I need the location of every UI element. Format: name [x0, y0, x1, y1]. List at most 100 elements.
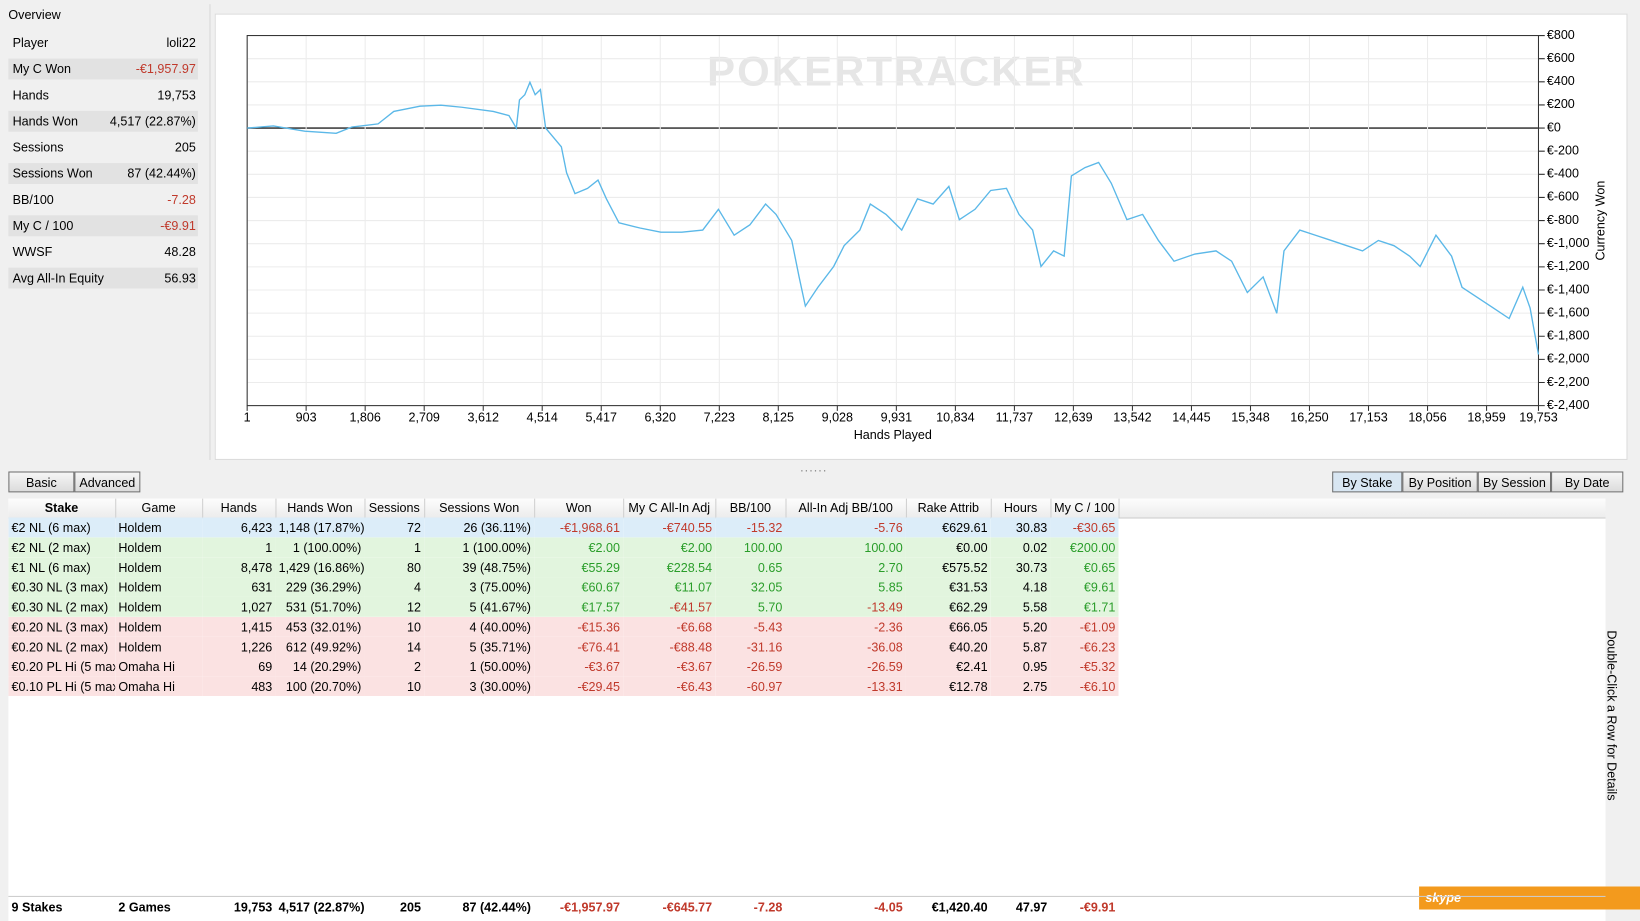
column-header[interactable]: Rake Attrib	[905, 498, 992, 518]
cell: €0.20 NL (2 max)	[11, 639, 109, 654]
column-header[interactable]: Hours	[990, 498, 1051, 518]
cell: 10	[407, 619, 422, 635]
cell: -€6.43	[676, 678, 713, 694]
total-cell: -€1,957.97	[559, 899, 621, 915]
cell: 30.73	[1015, 559, 1048, 575]
stat-label: WWSF	[12, 244, 53, 260]
cell: 1,429 (16.86%)	[278, 559, 365, 575]
y-tick-label: €-1,800	[1547, 329, 1590, 343]
view-button[interactable]: Basic	[8, 471, 75, 493]
stake-row[interactable]: €0.30 NL (3 max) Holdem 631 229 (36.29%) 4 3 …	[8, 577, 1119, 597]
stake-row[interactable]: €0.20 NL (2 max) Holdem 1,226 612 (49.92%) 1…	[8, 636, 1119, 657]
cell: €0.00	[956, 539, 988, 555]
stake-row[interactable]: €2 NL (6 max) Holdem 6,423 1,148 (17.87%) 72…	[8, 517, 1119, 538]
x-tick-label: 6,320	[645, 410, 676, 424]
column-header[interactable]: Hands Won	[275, 498, 365, 518]
column-header[interactable]: Sessions Won	[424, 498, 535, 518]
stake-row[interactable]: €1 NL (6 max) Holdem 8,478 1,429 (16.86%) 80…	[8, 557, 1119, 578]
cell: 0.02	[1022, 539, 1048, 555]
group-tab[interactable]: By Position	[1402, 471, 1478, 493]
group-tab[interactable]: By Stake	[1332, 471, 1403, 493]
header-row: Stake Game Hands Hands Won Sessions Sessions …	[8, 498, 1120, 518]
stat-label: Hands Won	[12, 113, 79, 129]
stat-label: My C / 100	[12, 218, 74, 234]
stat-row: My C / 100 -€9.91	[8, 215, 198, 237]
cell: 1,415	[240, 619, 273, 635]
column-header[interactable]: My C All-In Adj	[623, 498, 716, 518]
cell: Holdem	[118, 559, 162, 575]
overview-title: Overview	[8, 7, 61, 22]
cell: 1 (50.00%)	[469, 659, 531, 674]
cell: -€3.67	[584, 659, 621, 674]
stake-row[interactable]: €0.20 NL (3 max) Holdem 1,415 453 (32.01%) 1…	[8, 616, 1119, 637]
cell: 6,423	[240, 520, 273, 535]
cell: -€76.41	[577, 639, 621, 654]
column-header[interactable]: Hands	[202, 498, 276, 518]
cell: €1 NL (6 max)	[11, 559, 91, 575]
stat-label: Hands	[12, 87, 49, 103]
cell: -26.59	[867, 659, 903, 674]
cell: €200.00	[1069, 539, 1116, 555]
skype-bar[interactable]: skype	[1419, 886, 1640, 910]
total-cell: 9 Stakes	[11, 899, 63, 915]
cell: -60.97	[746, 678, 783, 694]
cell: 26 (36.11%)	[463, 520, 531, 535]
stat-value: 48.28	[164, 244, 196, 260]
y-tick-label: €200	[1547, 97, 1575, 111]
stat-label: Sessions	[12, 140, 64, 155]
cell: 30.83	[1015, 520, 1048, 535]
y-tick-label: €-1,600	[1547, 305, 1590, 319]
group-tab[interactable]: By Session	[1477, 471, 1552, 493]
y-tick-label: €400	[1547, 74, 1575, 88]
column-header[interactable]: Stake	[8, 498, 116, 518]
cell: €629.61	[942, 520, 988, 535]
y-tick-label: €-600	[1547, 190, 1579, 204]
column-header[interactable]: Won	[534, 498, 624, 518]
cell: €0.30 NL (2 max)	[11, 599, 109, 615]
cell: Holdem	[118, 619, 162, 635]
cell: €31.53	[949, 579, 988, 595]
cell: 4.18	[1022, 579, 1048, 595]
stake-row[interactable]: €0.20 PL Hi (5 max) Omaha Hi 69 14 (20.29%)…	[8, 656, 1119, 677]
x-tick-label: 3,612	[468, 410, 499, 424]
cell: €228.54	[666, 559, 713, 575]
cell: €2.00	[588, 539, 621, 555]
x-tick-label: 19,753	[1519, 410, 1557, 424]
view-button[interactable]: Advanced	[74, 471, 141, 493]
cell: -€41.57	[669, 599, 713, 615]
stat-label: Sessions Won	[12, 166, 93, 181]
column-header[interactable]: Game	[115, 498, 203, 518]
stake-row[interactable]: €0.30 NL (2 max) Holdem 1,027 531 (51.70%) 1…	[8, 596, 1119, 617]
chart-panel: POKERTRACKER €800 €600 €400 €200 €0 €-200 €-400…	[214, 13, 1628, 460]
splitter[interactable]: ......	[800, 459, 828, 475]
stat-label: Avg All-In Equity	[12, 270, 104, 286]
x-tick-label: 12,639	[1054, 410, 1092, 424]
column-header[interactable]: BB/100	[715, 498, 786, 518]
stake-row[interactable]: €2 NL (2 max) Holdem 1 1 (100.00%) 1 1 (100.0…	[8, 537, 1119, 558]
cell: 5 (35.71%)	[469, 639, 531, 654]
column-header[interactable]: My C / 100	[1050, 498, 1120, 518]
cell: €575.52	[942, 559, 988, 575]
cell: 5.20	[1022, 619, 1048, 635]
cell: -€1,968.61	[559, 520, 621, 535]
total-cell: 87 (42.44%)	[462, 899, 531, 915]
cell: €1.71	[1083, 599, 1116, 615]
rows-table: €2 NL (6 max) Holdem 6,423 1,148 (17.87%) 72…	[8, 517, 1119, 697]
stat-row: Avg All-In Equity 56.93	[8, 267, 198, 289]
group-tab[interactable]: By Date	[1551, 471, 1624, 493]
cell: €2 NL (2 max)	[11, 539, 91, 555]
total-cell: €1,420.40	[931, 899, 988, 915]
stake-row[interactable]: €0.10 PL Hi (5 max) Omaha Hi 483 100 (20.70…	[8, 676, 1119, 697]
y-tick-label: €-200	[1547, 144, 1579, 158]
cell: 1 (100.00%)	[292, 539, 362, 555]
column-header[interactable]: Sessions	[364, 498, 425, 518]
cell: 5 (41.67%)	[469, 599, 531, 615]
cell: €55.29	[581, 559, 621, 575]
stat-row: WWSF 48.28	[8, 241, 198, 262]
stat-row: Sessions Won 87 (42.44%)	[8, 163, 198, 184]
column-header[interactable]: All-In Adj BB/100	[785, 498, 907, 518]
cell: 4 (40.00%)	[469, 619, 531, 635]
cell: -13.31	[867, 678, 903, 694]
cell: €0.10 PL Hi (5 max)	[11, 678, 116, 694]
